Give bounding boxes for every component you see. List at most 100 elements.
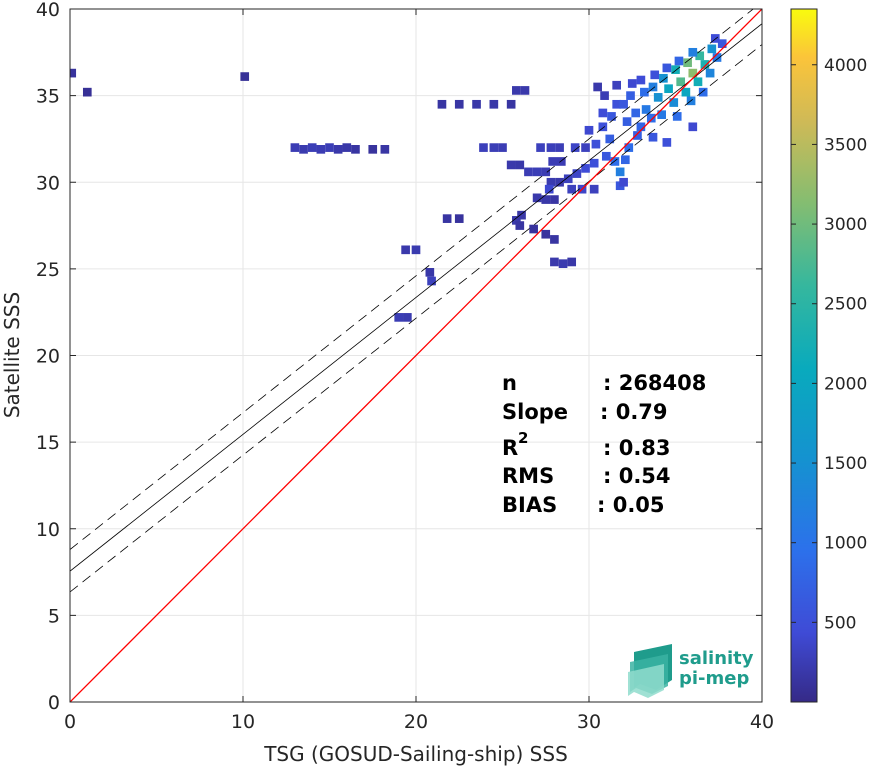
colorbar-ticks: 500 1000 1500 2000 2500 3000 3500 4000 xyxy=(791,56,867,633)
density-cell xyxy=(454,214,464,223)
regression-lines xyxy=(70,9,762,702)
x-tick-label: 10 xyxy=(231,711,255,733)
y-tick-label: 15 xyxy=(36,432,60,454)
density-cell xyxy=(515,221,525,230)
density-cell xyxy=(671,65,680,74)
density-cell xyxy=(572,169,582,178)
density-cell xyxy=(307,143,317,152)
stat-r2-label: R xyxy=(502,436,518,460)
density-cell xyxy=(342,143,352,152)
density-cell xyxy=(700,60,710,69)
density-cell xyxy=(624,143,634,152)
density-cell xyxy=(662,138,672,147)
density-cell xyxy=(563,174,573,184)
density-cell xyxy=(532,167,542,177)
density-cell xyxy=(607,112,616,121)
identity-line xyxy=(70,9,762,702)
density-cell xyxy=(567,257,577,267)
density-cell xyxy=(581,164,590,173)
density-cell xyxy=(240,72,250,81)
density-cell xyxy=(662,63,672,73)
x-tick-label: 30 xyxy=(577,711,601,733)
density-cell xyxy=(633,131,642,140)
y-axis-label: Satellite SSS xyxy=(0,292,24,418)
density-cell xyxy=(657,110,666,120)
density-cell xyxy=(380,145,390,154)
density-cell xyxy=(619,99,628,109)
colorbar-tick-label: 3000 xyxy=(824,215,867,235)
density-cell xyxy=(555,177,564,187)
density-cell xyxy=(676,77,686,87)
density-cell xyxy=(646,113,656,123)
y-tick-label: 40 xyxy=(36,0,60,21)
x-tick-label: 40 xyxy=(750,711,774,733)
density-cell xyxy=(612,99,622,109)
y-tick-label: 25 xyxy=(36,259,60,281)
density-cell xyxy=(640,87,649,97)
density-cell xyxy=(541,229,551,239)
density-cell xyxy=(712,53,722,62)
density-cell xyxy=(550,195,559,204)
density-cell xyxy=(524,167,533,177)
density-cell xyxy=(506,99,516,109)
colorbar-tick-label: 500 xyxy=(824,613,856,633)
density-cell xyxy=(368,145,378,154)
axis-ticks: 0 10 20 30 40 0 5 10 15 20 25 30 35 40 xyxy=(36,0,774,733)
density-cell xyxy=(442,214,452,223)
density-cell xyxy=(506,160,516,170)
logo-text-pi-mep: pi-mep xyxy=(679,668,749,689)
density-cell xyxy=(411,245,421,255)
colorbar-tick-label: 1500 xyxy=(824,454,867,474)
density-cell xyxy=(695,51,705,61)
density-cell xyxy=(489,143,499,152)
colorbar-tick-label: 1000 xyxy=(824,534,867,554)
density-cell xyxy=(546,143,556,152)
density-cell xyxy=(567,184,577,194)
density-cell xyxy=(589,158,599,168)
density-cell xyxy=(517,210,526,220)
density-cell xyxy=(612,80,622,90)
density-cell xyxy=(593,82,602,92)
density-cell xyxy=(427,276,436,286)
density-cell xyxy=(515,160,525,170)
density-cell xyxy=(648,82,658,92)
y-tick-label: 5 xyxy=(48,605,60,627)
density-cell xyxy=(601,151,611,161)
density-cell xyxy=(529,224,538,234)
density-cell xyxy=(425,268,435,277)
density-cell xyxy=(541,195,551,204)
y-tick-label: 20 xyxy=(36,346,60,368)
fit-line xyxy=(70,23,762,572)
density-cell xyxy=(532,193,542,203)
density-cell xyxy=(688,68,698,78)
density-cell xyxy=(615,167,625,177)
density-cell xyxy=(550,235,559,244)
y-tick-label: 0 xyxy=(48,692,60,714)
density-cell xyxy=(619,177,628,187)
density-cell xyxy=(653,93,663,102)
density-cell xyxy=(621,155,630,165)
density-cell xyxy=(512,216,521,225)
density-cell xyxy=(472,99,481,109)
density-cell xyxy=(591,139,601,149)
y-tick-label: 30 xyxy=(36,172,60,194)
density-cell xyxy=(688,122,698,132)
density-cell xyxy=(631,108,641,118)
density-cell xyxy=(598,108,608,118)
density-cell xyxy=(674,56,684,66)
salinity-pi-mep-logo: salinity pi-mep xyxy=(628,644,754,698)
density-cell xyxy=(605,134,615,144)
density-cell xyxy=(556,157,566,166)
density-cell xyxy=(669,98,679,107)
density-cell xyxy=(598,122,608,132)
density-cell xyxy=(544,184,554,194)
density-cell xyxy=(489,99,499,109)
stat-n-label: n xyxy=(502,371,517,395)
density-cell xyxy=(570,143,580,152)
density-cell xyxy=(541,167,551,177)
colorbar xyxy=(790,8,818,703)
density-cell xyxy=(717,39,727,48)
density-cell xyxy=(600,91,609,100)
x-axis-label: TSG (GOSUD-Sailing-ship) SSS xyxy=(263,742,568,766)
